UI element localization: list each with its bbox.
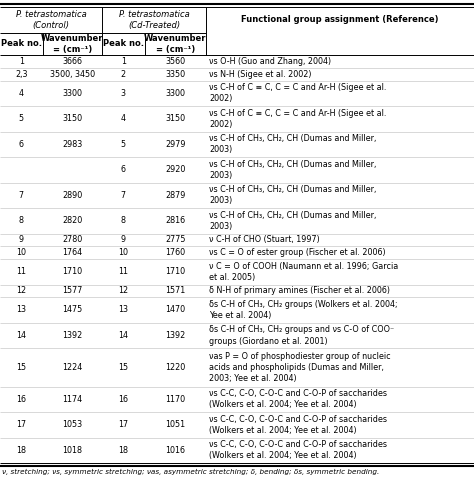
Text: 4: 4	[121, 114, 126, 123]
Text: Wavenumber
= (cm⁻¹): Wavenumber = (cm⁻¹)	[41, 34, 103, 54]
Text: 1760: 1760	[165, 248, 185, 257]
Text: ν C-H of CHO (Stuart, 1997): ν C-H of CHO (Stuart, 1997)	[209, 235, 320, 244]
Text: 9: 9	[19, 235, 24, 244]
Text: 9: 9	[121, 235, 126, 244]
Text: 1: 1	[121, 57, 126, 66]
Text: 1470: 1470	[165, 306, 185, 314]
Text: 3560: 3560	[165, 57, 185, 66]
Text: νs C-C, C-O, C-O-C and C-O-P of saccharides
(Wolkers et al. 2004; Yee et al. 200: νs C-C, C-O, C-O-C and C-O-P of sacchari…	[209, 440, 387, 460]
Text: 12: 12	[16, 286, 27, 296]
Text: 14: 14	[118, 331, 128, 340]
Text: 17: 17	[16, 420, 27, 429]
Text: 16: 16	[118, 395, 128, 404]
Text: 17: 17	[118, 420, 128, 429]
Text: 1220: 1220	[165, 363, 185, 372]
Text: 2983: 2983	[62, 140, 82, 149]
Text: 3150: 3150	[165, 114, 185, 123]
Text: νs C-H of C ≡ C, C = C and Ar-H (Sigee et al.
2002): νs C-H of C ≡ C, C = C and Ar-H (Sigee e…	[209, 83, 387, 103]
Text: νs C-H of CH₃, CH₂, CH (Dumas and Miller,
2003): νs C-H of CH₃, CH₂, CH (Dumas and Miller…	[209, 160, 376, 180]
Text: 5: 5	[19, 114, 24, 123]
Text: 3666: 3666	[62, 57, 82, 66]
Text: 15: 15	[16, 363, 27, 372]
Text: 1710: 1710	[165, 267, 185, 276]
Text: δs C-H of CH₃, CH₂ groups and νs C-O of COO⁻
groups (Giordano et al. 2001): δs C-H of CH₃, CH₂ groups and νs C-O of …	[209, 326, 394, 345]
Text: Peak no.: Peak no.	[103, 40, 144, 48]
Text: 13: 13	[118, 306, 128, 314]
Text: P. tetrastomatica
(Cd-Treated): P. tetrastomatica (Cd-Treated)	[118, 10, 190, 30]
Text: 3: 3	[121, 89, 126, 98]
Text: 2: 2	[121, 70, 126, 79]
Text: 3300: 3300	[62, 89, 82, 98]
Text: 1571: 1571	[165, 286, 185, 296]
Text: 7: 7	[121, 191, 126, 200]
Text: 18: 18	[16, 446, 27, 455]
Text: 1053: 1053	[62, 420, 82, 429]
Text: 5: 5	[121, 140, 126, 149]
Text: 1174: 1174	[62, 395, 82, 404]
Text: 1051: 1051	[165, 420, 185, 429]
Text: P. tetrastomatica
(Control): P. tetrastomatica (Control)	[16, 10, 86, 30]
Text: 3350: 3350	[165, 70, 185, 79]
Text: δ N-H of primary amines (Fischer et al. 2006): δ N-H of primary amines (Fischer et al. …	[209, 286, 390, 296]
Text: 15: 15	[118, 363, 128, 372]
Text: 2879: 2879	[165, 191, 185, 200]
Text: 1016: 1016	[165, 446, 185, 455]
Text: νs N-H (Sigee et al. 2002): νs N-H (Sigee et al. 2002)	[209, 70, 312, 79]
Text: νs C = O of ester group (Fischer et al. 2006): νs C = O of ester group (Fischer et al. …	[209, 248, 386, 257]
Text: 1577: 1577	[62, 286, 82, 296]
Text: 3500, 3450: 3500, 3450	[50, 70, 95, 79]
Text: νas P = O of phosphodiester group of nucleic
acids and phospholipids (Dumas and : νas P = O of phosphodiester group of nuc…	[209, 352, 391, 383]
Text: νs O-H (Guo and Zhang, 2004): νs O-H (Guo and Zhang, 2004)	[209, 57, 331, 66]
Text: νs C-C, C-O, C-O-C and C-O-P of saccharides
(Wolkers et al. 2004; Yee et al. 200: νs C-C, C-O, C-O-C and C-O-P of sacchari…	[209, 415, 387, 435]
Text: 18: 18	[118, 446, 128, 455]
Text: 8: 8	[121, 216, 126, 225]
Text: Functional group assignment (Reference): Functional group assignment (Reference)	[241, 15, 439, 25]
Text: 2890: 2890	[62, 191, 82, 200]
Text: νs C-H of CH₃, CH₂, CH (Dumas and Miller,
2003): νs C-H of CH₃, CH₂, CH (Dumas and Miller…	[209, 185, 376, 205]
Text: 2920: 2920	[165, 165, 185, 174]
Text: 6: 6	[19, 140, 24, 149]
Text: νs C-C, C-O, C-O-C and C-O-P of saccharides
(Wolkers et al. 2004; Yee et al. 200: νs C-C, C-O, C-O-C and C-O-P of sacchari…	[209, 389, 387, 409]
Text: 10: 10	[16, 248, 27, 257]
Text: 7: 7	[19, 191, 24, 200]
Text: 8: 8	[19, 216, 24, 225]
Text: 11: 11	[118, 267, 128, 276]
Text: 1710: 1710	[62, 267, 82, 276]
Text: 1392: 1392	[62, 331, 82, 340]
Text: 1018: 1018	[62, 446, 82, 455]
Text: 6: 6	[121, 165, 126, 174]
Text: ν C = O of COOH (Naumann et al. 1996; Garcia
et al. 2005): ν C = O of COOH (Naumann et al. 1996; Ga…	[209, 262, 399, 282]
Text: 1224: 1224	[62, 363, 82, 372]
Text: Peak no.: Peak no.	[1, 40, 42, 48]
Text: Wavenumber
= (cm⁻¹): Wavenumber = (cm⁻¹)	[144, 34, 207, 54]
Text: 3300: 3300	[165, 89, 185, 98]
Text: νs C-H of CH₃, CH₂, CH (Dumas and Miller,
2003): νs C-H of CH₃, CH₂, CH (Dumas and Miller…	[209, 134, 376, 154]
Text: 3150: 3150	[62, 114, 82, 123]
Text: 1475: 1475	[62, 306, 82, 314]
Text: 4: 4	[19, 89, 24, 98]
Text: 2979: 2979	[165, 140, 186, 149]
Text: 2775: 2775	[165, 235, 186, 244]
Text: δs C-H of CH₃, CH₂ groups (Wolkers et al. 2004;
Yee et al. 2004): δs C-H of CH₃, CH₂ groups (Wolkers et al…	[209, 300, 398, 320]
Text: νs C-H of C ≡ C, C = C and Ar-H (Sigee et al.
2002): νs C-H of C ≡ C, C = C and Ar-H (Sigee e…	[209, 109, 387, 129]
Text: νs C-H of CH₃, CH₂, CH (Dumas and Miller,
2003): νs C-H of CH₃, CH₂, CH (Dumas and Miller…	[209, 211, 376, 231]
Text: 2780: 2780	[62, 235, 82, 244]
Text: ν, stretching; νs, symmetric stretching; νas, asymmetric stretching; δ, bending;: ν, stretching; νs, symmetric stretching;…	[2, 469, 379, 475]
Text: 1392: 1392	[165, 331, 185, 340]
Text: 2,3: 2,3	[15, 70, 27, 79]
Text: 1: 1	[19, 57, 24, 66]
Text: 13: 13	[16, 306, 27, 314]
Text: 12: 12	[118, 286, 128, 296]
Text: 16: 16	[16, 395, 27, 404]
Text: 2816: 2816	[165, 216, 185, 225]
Text: 10: 10	[118, 248, 128, 257]
Text: 1764: 1764	[62, 248, 82, 257]
Text: 2820: 2820	[62, 216, 82, 225]
Text: 1170: 1170	[165, 395, 185, 404]
Text: 14: 14	[16, 331, 27, 340]
Text: 11: 11	[16, 267, 27, 276]
